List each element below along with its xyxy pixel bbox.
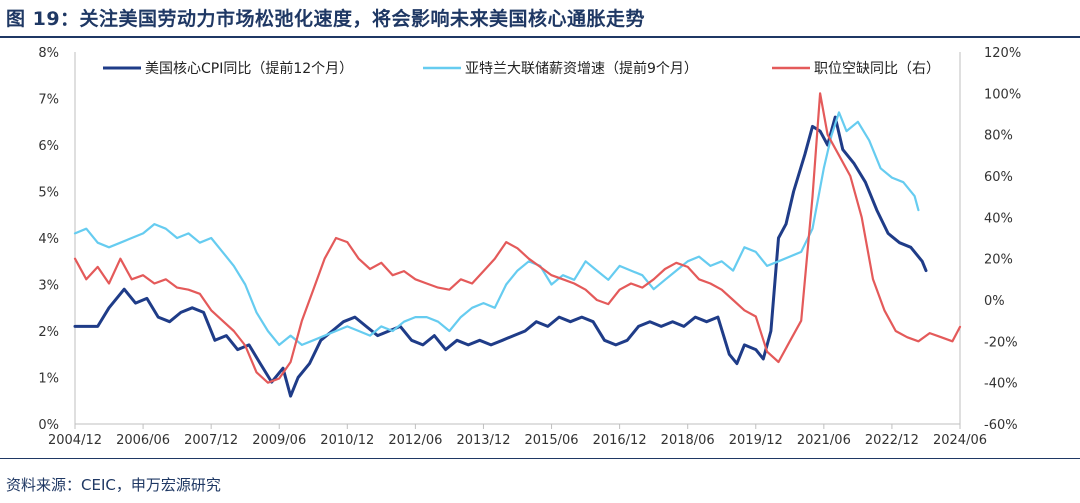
- legend-label-2: 亚特兰大联储薪资增速（提前9个月）: [465, 60, 698, 77]
- chart-title: 图 19：关注美国劳动力市场松弛化速度，将会影响未来美国核心通胀走势: [6, 8, 646, 30]
- y-right-tick-label: 60%: [984, 170, 1013, 185]
- line-chart: 0% 1% 2% 3% 4% 5% 6% 7% 8% -60% -40% -20% 0% 20% 40% 60…: [38, 46, 1021, 448]
- title-rule: [0, 36, 1080, 38]
- x-tick-label: 2024/06: [933, 433, 987, 448]
- legend-label-1: 美国核心CPI同比（提前12个月）: [145, 60, 353, 77]
- x-tick-label: 2012/06: [388, 433, 442, 448]
- x-tick-label: 2013/12: [456, 433, 510, 448]
- y-right-tick-label: 0%: [984, 294, 1005, 309]
- source-note: 资料来源：CEIC，申万宏源研究: [6, 476, 221, 494]
- x-tick-label: 2022/12: [865, 433, 919, 448]
- x-tick-label: 2018/06: [661, 433, 715, 448]
- x-tick-label: 2016/12: [593, 433, 647, 448]
- series-line-1: [73, 115, 928, 398]
- y-left-tick-label: 6%: [38, 139, 59, 154]
- y-right-tick-label: -20%: [984, 335, 1018, 350]
- x-tick-label: 2007/12: [184, 433, 238, 448]
- y-right-tick-label: 20%: [984, 253, 1013, 268]
- y-left-tick-label: 4%: [38, 232, 59, 247]
- y-right-tick-label: 100%: [984, 87, 1021, 102]
- y-left-tick-label: 2%: [38, 325, 59, 340]
- x-tick-label: 2015/06: [525, 433, 579, 448]
- y-right-tick-label: 120%: [984, 46, 1021, 61]
- y-left-tick-label: 7%: [38, 93, 59, 108]
- y-left-tick-label: 5%: [38, 186, 59, 201]
- series-line-2: [73, 111, 920, 346]
- y-left-tick-label: 3%: [38, 279, 59, 294]
- y-right-tick-label: -40%: [984, 377, 1018, 392]
- x-tick-label: 2009/06: [252, 433, 306, 448]
- x-tick-label: 2010/12: [320, 433, 374, 448]
- y-left-tick-label: 8%: [38, 46, 59, 61]
- footer-rule: [0, 458, 1080, 459]
- y-left-tick-label: 1%: [38, 372, 59, 387]
- y-right-tick-label: 40%: [984, 211, 1013, 226]
- x-tick-label: 2006/06: [116, 433, 170, 448]
- x-tick-label: 2019/12: [729, 433, 783, 448]
- x-tick-label: 2004/12: [48, 433, 102, 448]
- y-right-tick-label: 80%: [984, 129, 1013, 144]
- series-line-3: [73, 92, 962, 384]
- y-right-tick-label: -60%: [984, 418, 1018, 433]
- legend-label-3: 职位空缺同比（右）: [814, 61, 940, 77]
- x-tick-label: 2021/06: [797, 433, 851, 448]
- y-left-tick-label: 0%: [38, 418, 59, 433]
